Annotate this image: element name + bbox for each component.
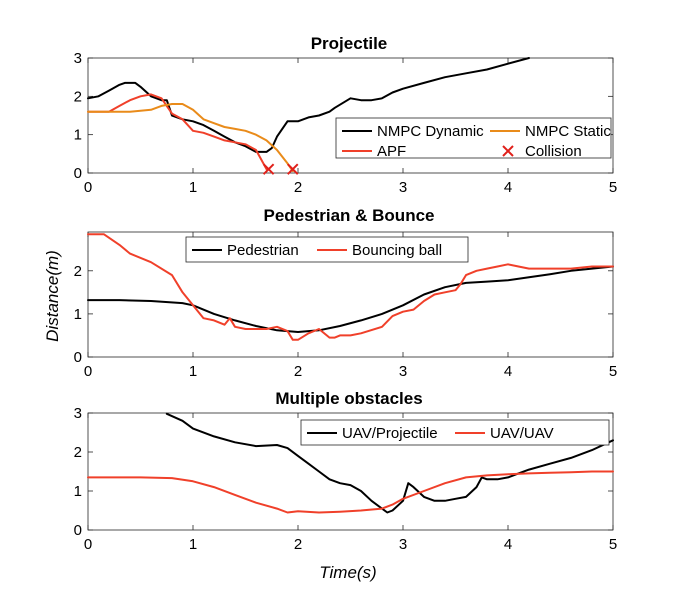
legend-label: UAV/Projectile (342, 425, 438, 442)
x-tick-label: 0 (84, 536, 92, 553)
pedestrian-bounce-panel: Pedestrian & Bounce 0 1 2 3 4 5 0 1 2 Pedestrian B… (74, 206, 618, 380)
panel-title: Pedestrian & Bounce (264, 206, 435, 225)
legend-label: NMPC Dynamic (377, 123, 484, 140)
y-axis-label: Distance(m) (43, 250, 62, 342)
legend: NMPC Dynamic NMPC Static APF Collision (335, 117, 612, 160)
x-tick-label: 2 (294, 363, 302, 380)
legend-swatch (502, 145, 514, 157)
legend-label: APF (377, 143, 406, 160)
x-tick-label: 4 (504, 179, 512, 196)
x-tick-label: 5 (609, 179, 617, 196)
x-tick-label: 2 (294, 536, 302, 553)
x-axis-label: Time(s) (319, 563, 376, 582)
x-tick-label: 3 (399, 363, 407, 380)
y-tick-label: 1 (74, 306, 82, 323)
x-tick-label: 1 (189, 536, 197, 553)
x-tick-label: 5 (609, 536, 617, 553)
series-line-uav-uav (87, 470, 614, 514)
y-tick-label: 1 (74, 483, 82, 500)
legend-label: Pedestrian (227, 242, 299, 259)
legend-label: UAV/UAV (490, 425, 554, 442)
series-line-uav-projectile (165, 412, 614, 514)
legend-label: NMPC Static (525, 123, 611, 140)
x-tick-label: 4 (504, 536, 512, 553)
series-line-apf (87, 93, 268, 171)
y-tick-label: 0 (74, 349, 82, 366)
legend-label: Bouncing ball (352, 242, 442, 259)
x-tick-label: 3 (399, 536, 407, 553)
y-tick-label: 2 (74, 88, 82, 105)
legend: Pedestrian Bouncing ball (185, 236, 469, 263)
series-line-bouncing-ball (87, 233, 614, 341)
x-tick-label: 5 (609, 363, 617, 380)
legend-box (335, 117, 612, 159)
series-line-nmpc-static (87, 103, 294, 173)
y-tick-label: 1 (74, 127, 82, 144)
y-tick-label: 2 (74, 444, 82, 461)
multiple-obstacles-panel: Multiple obstacles 0 1 2 3 4 5 0 1 2 3 UAV/Project… (74, 389, 618, 553)
y-tick-label: 3 (74, 405, 82, 422)
x-tick-label: 4 (504, 363, 512, 380)
y-tick-label: 0 (74, 522, 82, 539)
x-tick-label: 1 (189, 179, 197, 196)
x-tick-label: 0 (84, 179, 92, 196)
collision-marker (262, 163, 275, 175)
y-tick-label: 3 (74, 50, 82, 67)
x-tick-label: 2 (294, 179, 302, 196)
legend-label: Collision (525, 143, 582, 160)
y-tick-label: 0 (74, 165, 82, 182)
projectile-panel: Projectile 0 1 2 3 4 5 0 1 2 3 NMPC Dynamic NMPC St… (74, 34, 618, 196)
x-tick-label: 1 (189, 363, 197, 380)
x-tick-label: 3 (399, 179, 407, 196)
legend: UAV/Projectile UAV/UAV (300, 419, 610, 446)
series-line-nmpc-dynamic (87, 57, 530, 153)
collision-marker (287, 163, 299, 175)
panel-title: Multiple obstacles (275, 389, 422, 408)
panel-title: Projectile (311, 34, 388, 53)
x-tick-label: 0 (84, 363, 92, 380)
y-tick-label: 2 (74, 263, 82, 280)
